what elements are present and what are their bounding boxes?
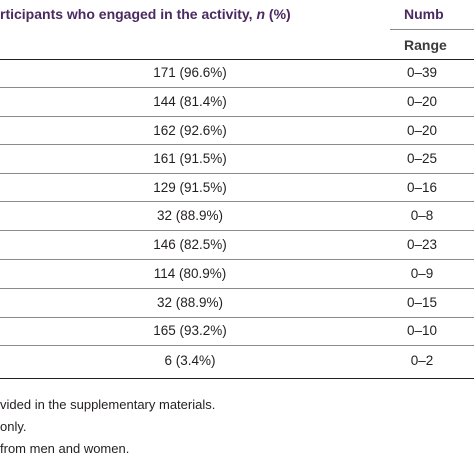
row-divider — [0, 345, 474, 346]
participants-count-cell: 114 (80.9%) — [153, 266, 227, 281]
range-cell: 0–9 — [410, 266, 434, 281]
participants-count-cell: 165 (93.2%) — [153, 323, 227, 338]
range-cell: 0–23 — [406, 237, 438, 252]
participants-count-cell: 171 (96.6%) — [153, 65, 227, 80]
range-cell: 0–20 — [406, 94, 438, 109]
row-divider — [0, 259, 474, 260]
header-subrule — [390, 29, 474, 30]
participants-count-cell: 146 (82.5%) — [153, 237, 227, 252]
row-divider — [0, 230, 474, 231]
header-bottom-rule — [0, 59, 474, 60]
range-cell: 0–16 — [406, 180, 438, 195]
participants-count-cell: 32 (88.9%) — [156, 208, 224, 223]
range-cell: 0–10 — [406, 323, 438, 338]
footnote: from men and women. — [0, 441, 130, 456]
participants-count-cell: 6 (3.4%) — [164, 353, 216, 368]
participants-count-cell: 161 (91.5%) — [153, 151, 227, 166]
participants-count-cell: 144 (81.4%) — [153, 94, 227, 109]
row-divider — [0, 144, 474, 145]
row-divider — [0, 201, 474, 202]
participants-header-n: n — [256, 6, 266, 22]
participants-count-cell: 129 (91.5%) — [153, 180, 227, 195]
row-divider — [0, 317, 474, 318]
footnote: vided in the supplementary materials. — [0, 397, 216, 412]
participants-header-prefix: rticipants who engaged in the activity, — [0, 6, 257, 22]
range-cell: 0–25 — [406, 151, 438, 166]
range-cell: 0–2 — [410, 353, 434, 368]
range-cell: 0–8 — [410, 208, 434, 223]
participants-column-header: rticipants who engaged in the activity, … — [0, 6, 291, 22]
footnote: only. — [0, 419, 27, 434]
range-cell: 0–15 — [406, 295, 438, 310]
range-column-header: Range — [404, 37, 447, 53]
row-divider — [0, 173, 474, 174]
number-column-header: Numb — [404, 6, 444, 22]
row-divider — [0, 288, 474, 289]
row-divider — [0, 87, 474, 88]
table-bottom-rule — [0, 378, 474, 379]
row-divider — [0, 116, 474, 117]
participants-header-suffix: (%) — [265, 6, 291, 22]
participants-count-cell: 32 (88.9%) — [156, 295, 224, 310]
range-cell: 0–39 — [406, 65, 438, 80]
participants-count-cell: 162 (92.6%) — [153, 123, 227, 138]
range-cell: 0–20 — [406, 123, 438, 138]
